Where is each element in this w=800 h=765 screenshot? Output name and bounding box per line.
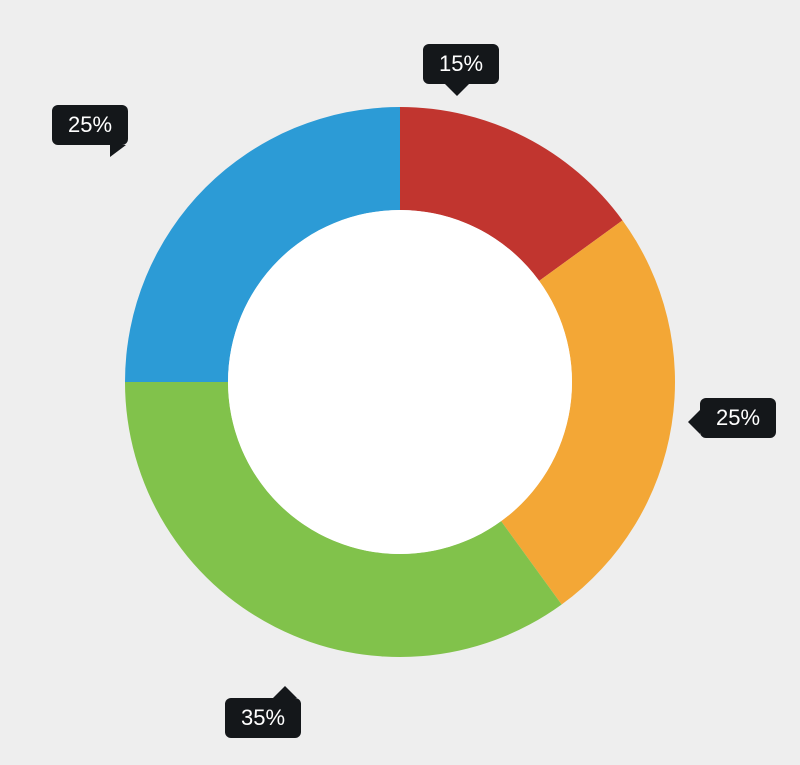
callout-red: 15% (423, 44, 499, 84)
callout-orange-label: 25% (716, 407, 760, 429)
callout-green-label: 35% (241, 707, 285, 729)
callout-red-label: 15% (439, 53, 483, 75)
callout-blue-label: 25% (68, 114, 112, 136)
callout-green: 35% (225, 698, 301, 738)
donut-hole (228, 210, 572, 554)
callout-blue: 25% (52, 105, 128, 145)
callout-orange: 25% (700, 398, 776, 438)
